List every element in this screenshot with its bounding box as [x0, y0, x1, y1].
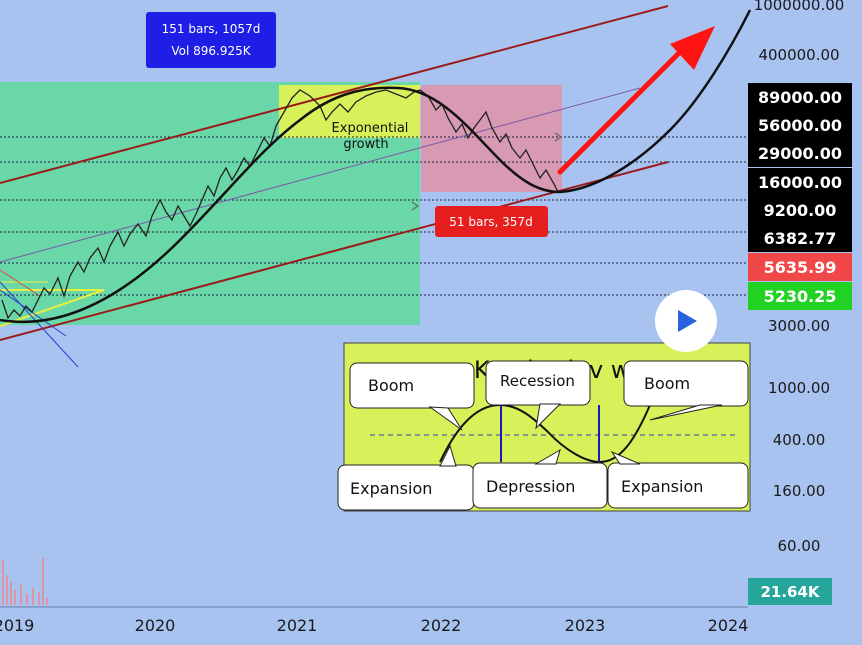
y-tick-label-6: 60.00	[778, 537, 821, 555]
callout-boom-1: Boom	[349, 362, 475, 431]
callout-boom-2: Boom	[623, 360, 749, 421]
channel-mid-line	[0, 87, 641, 263]
price-tag-4: 9200.00	[764, 201, 837, 220]
y-tick-label-5: 160.00	[773, 482, 826, 500]
annotation-line2: growth	[343, 137, 388, 152]
zone-arrow-icon	[411, 201, 419, 211]
callout-boom-1-label: Boom	[368, 376, 414, 395]
x-tick-label-2023: 2023	[565, 616, 606, 635]
info-box-line1: 151 bars, 1057d	[162, 22, 261, 36]
price-tag-bg-4	[748, 196, 852, 224]
callout-depression: Depression	[472, 448, 608, 509]
price-tag-2: 29000.00	[758, 144, 842, 163]
price-tag-bg-3	[748, 168, 852, 196]
price-tag-5: 6382.77	[764, 229, 837, 248]
callout-expansion-2-label: Expansion	[621, 477, 703, 496]
time-axis: 2019 2020 2021 2022 2023 2024	[0, 616, 748, 635]
price-tag-0: 89000.00	[758, 88, 842, 107]
info-box-red-text: 51 bars, 357d	[449, 215, 532, 229]
price-axis: 1000000.00 400000.00 3000.00 1000.00 400.00 1…	[754, 0, 845, 555]
play-icon	[678, 310, 697, 332]
y-tick-label-3: 1000.00	[768, 379, 830, 397]
inset-wave-curve	[439, 403, 651, 464]
price-zigzag-line	[1, 89, 559, 320]
y-tick-label-0: 1000000.00	[754, 0, 845, 14]
play-button[interactable]	[655, 290, 717, 352]
price-tag-bg-7	[748, 282, 852, 310]
info-box-line2: Vol 896.925K	[171, 44, 251, 58]
target-arrow	[557, 26, 715, 175]
price-tag-bg-6	[748, 253, 852, 281]
y-tick-label-1: 400000.00	[758, 46, 839, 64]
callout-expansion-2: Expansion	[607, 450, 749, 509]
annotation-line1: Exponential	[332, 121, 409, 136]
callout-recession-label: Recession	[500, 372, 575, 390]
callout-expansion-1: Expansion	[337, 444, 475, 511]
volume-bars	[2, 558, 48, 605]
price-tag-bg-5	[748, 224, 852, 252]
volume-tag: 21.64K	[748, 578, 832, 605]
zone-arrow-icon-2	[554, 132, 562, 142]
horizontal-levels	[0, 136, 748, 296]
price-tags: 89000.00 56000.00 29000.00 16000.00 9200.00 6…	[748, 83, 852, 310]
price-tag-7: 5230.25	[764, 287, 837, 306]
price-tag-6: 5635.99	[764, 258, 837, 277]
y-tick-label-2: 3000.00	[768, 317, 830, 335]
price-tag-bg-2	[748, 139, 852, 167]
price-tag-3: 16000.00	[758, 173, 842, 192]
volume-tag-text: 21.64K	[760, 583, 820, 601]
cycle-curve	[0, 9, 752, 324]
kondratiev-inset: Kondratiev wave Boom Recession Boom Exp	[337, 342, 751, 512]
price-tag-bg-0	[748, 83, 852, 111]
price-tag-1: 56000.00	[758, 116, 842, 135]
x-tick-label-2019: 2019	[0, 616, 34, 635]
callout-recession: Recession	[485, 360, 591, 430]
callout-boom-2-label: Boom	[644, 374, 690, 393]
price-tag-bg-1	[748, 111, 852, 139]
triangle-pattern	[0, 269, 105, 368]
arrow-head-icon	[670, 26, 715, 70]
x-tick-label-2020: 2020	[135, 616, 176, 635]
x-tick-label-2022: 2022	[421, 616, 462, 635]
x-tick-label-2024: 2024	[708, 616, 749, 635]
info-box-blue: 151 bars, 1057d Vol 896.925K	[146, 12, 276, 68]
callout-expansion-1-label: Expansion	[350, 479, 432, 498]
channel-upper-line	[0, 5, 669, 184]
x-tick-label-2021: 2021	[277, 616, 318, 635]
callout-depression-label: Depression	[486, 477, 575, 496]
info-box-red: 51 bars, 357d	[435, 206, 548, 237]
y-tick-label-4: 400.00	[773, 431, 826, 449]
